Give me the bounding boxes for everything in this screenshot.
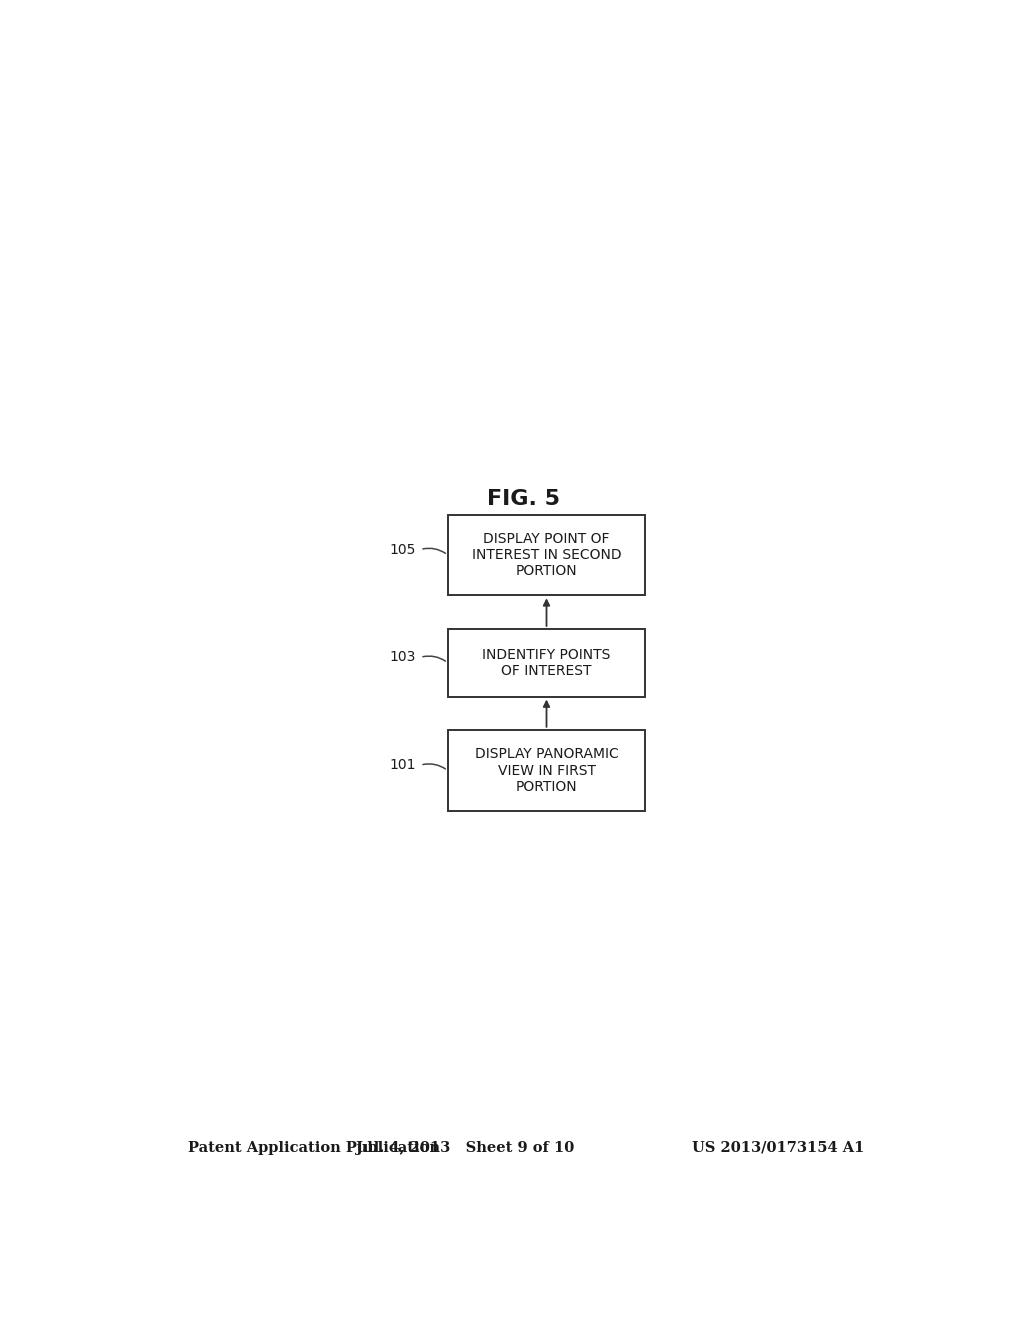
Text: Patent Application Publication: Patent Application Publication [188, 1140, 440, 1155]
Bar [447, 730, 645, 810]
Bar [447, 628, 645, 697]
Bar [447, 515, 645, 595]
Text: 105: 105 [390, 543, 417, 557]
Text: DISPLAY POINT OF
INTEREST IN SECOND
PORTION: DISPLAY POINT OF INTEREST IN SECOND PORT… [472, 532, 622, 578]
Text: INDENTIFY POINTS
OF INTEREST: INDENTIFY POINTS OF INTEREST [482, 648, 610, 678]
Text: 103: 103 [390, 651, 417, 664]
Text: DISPLAY PANORAMIC
VIEW IN FIRST
PORTION: DISPLAY PANORAMIC VIEW IN FIRST PORTION [475, 747, 618, 793]
Text: FIG. 5: FIG. 5 [486, 488, 560, 508]
Text: US 2013/0173154 A1: US 2013/0173154 A1 [692, 1140, 864, 1155]
Text: Jul. 4, 2013   Sheet 9 of 10: Jul. 4, 2013 Sheet 9 of 10 [356, 1140, 574, 1155]
Text: 101: 101 [390, 758, 417, 772]
